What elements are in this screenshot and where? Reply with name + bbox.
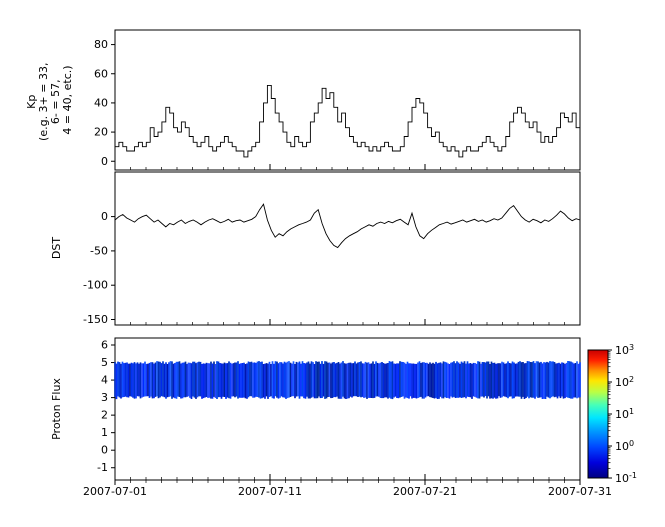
- x-tick-label-4: 2007-07-31: [548, 485, 612, 498]
- y-tick-label: 40: [94, 96, 108, 109]
- y-tick-label: 20: [94, 126, 108, 139]
- y-tick-label: 3: [101, 391, 108, 404]
- colorbar-tick-label: 101: [615, 407, 634, 421]
- y-tick-label: 60: [94, 67, 108, 80]
- proton-flux-panel-frame: [114, 337, 581, 481]
- y-tick-label: 1: [101, 426, 108, 439]
- colorbar-tick-label: 102: [615, 375, 634, 389]
- y-axis-label-kp-line3: 6- = 57,: [49, 79, 62, 124]
- y-axis-label-kp-line4: 4 = 40, etc.): [61, 65, 74, 134]
- y-tick-label: -50: [90, 244, 108, 257]
- kp-panel-frame: [114, 29, 581, 171]
- x-tick-label-3: 2007-07-21: [393, 485, 457, 498]
- y-tick-label: 6: [101, 339, 108, 352]
- generated-chart-layer: 0204060800-50-100-1506543210-11031021011…: [83, 29, 637, 485]
- dst-line: [114, 203, 581, 249]
- y-axis-label-proton-flux: Proton Flux: [50, 378, 63, 440]
- colorbar-tick-label: 10-1: [615, 471, 637, 485]
- y-tick-label: -150: [83, 313, 108, 326]
- y-tick-label: 0: [101, 155, 108, 168]
- y-tick-label: 0: [101, 444, 108, 457]
- dst-panel-frame: [114, 171, 581, 326]
- y-tick-label: 2: [101, 409, 108, 422]
- colorbar-gradient: [587, 349, 609, 479]
- y-tick-label: 4: [101, 374, 108, 387]
- y-axis-label-kp: Kp (e.g. 3+ = 33, 6- = 57, 4 = 40, etc.): [25, 59, 74, 141]
- y-tick-label: -100: [83, 279, 108, 292]
- kp-line: [115, 84, 581, 158]
- y-axis-label-kp-line2: (e.g. 3+ = 33,: [37, 63, 50, 141]
- y-tick-label: 80: [94, 38, 108, 51]
- y-tick-label: 5: [101, 356, 108, 369]
- y-tick-label: -1: [97, 461, 108, 474]
- colorbar-tick-label: 103: [615, 343, 634, 357]
- colorbar-tick-label: 100: [615, 439, 634, 453]
- y-axis-label-dst: DST: [50, 237, 63, 259]
- x-tick-label-1: 2007-07-01: [83, 485, 147, 498]
- x-tick-label-2: 2007-07-11: [238, 485, 302, 498]
- y-axis-label-kp-line1: Kp: [25, 95, 38, 109]
- y-tick-label: 0: [101, 210, 108, 223]
